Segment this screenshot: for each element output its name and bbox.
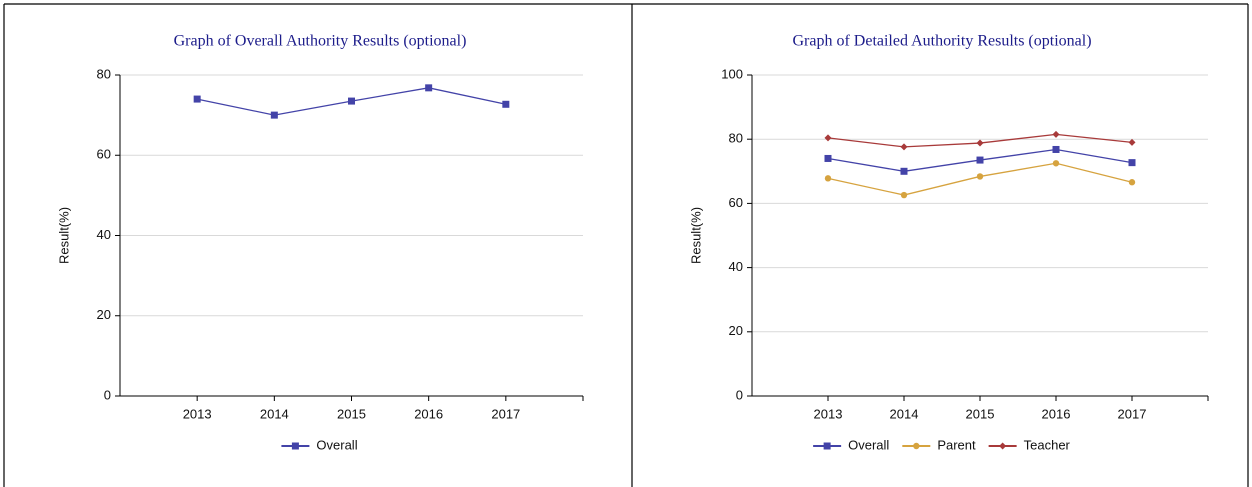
legend-marker bbox=[291, 442, 299, 450]
marker bbox=[900, 167, 908, 175]
chart-title: Graph of Overall Authority Results (opti… bbox=[174, 33, 467, 50]
y-tick-label: 60 bbox=[729, 195, 743, 210]
marker bbox=[1128, 179, 1136, 186]
marker bbox=[976, 139, 984, 147]
legend-marker bbox=[823, 442, 831, 450]
marker bbox=[1052, 130, 1060, 138]
x-tick-label: 2014 bbox=[260, 406, 289, 421]
y-tick-label: 0 bbox=[736, 387, 743, 402]
legend-label: Parent bbox=[937, 437, 976, 452]
marker bbox=[900, 191, 908, 199]
marker bbox=[348, 97, 355, 105]
x-tick-label: 2015 bbox=[337, 406, 366, 421]
y-tick-label: 20 bbox=[97, 307, 111, 322]
chart-title: Graph of Detailed Authority Results (opt… bbox=[792, 33, 1091, 50]
y-tick-label: 80 bbox=[729, 131, 743, 146]
marker bbox=[900, 143, 908, 151]
y-tick-label: 80 bbox=[97, 66, 111, 81]
y-axis-label: Result(%) bbox=[688, 207, 703, 264]
x-tick-label: 2013 bbox=[183, 406, 212, 421]
marker bbox=[824, 134, 832, 142]
marker bbox=[270, 111, 278, 119]
marker bbox=[976, 173, 984, 180]
x-tick-label: 2016 bbox=[1042, 406, 1071, 421]
y-tick-label: 40 bbox=[729, 259, 743, 274]
legend-marker bbox=[913, 442, 920, 450]
marker bbox=[425, 84, 433, 92]
legend-marker bbox=[999, 442, 1007, 450]
y-tick-label: 40 bbox=[97, 227, 111, 242]
marker bbox=[1052, 145, 1060, 153]
marker bbox=[1128, 159, 1136, 167]
y-axis-label: Result(%) bbox=[56, 207, 71, 264]
y-tick-label: 100 bbox=[721, 66, 743, 81]
x-tick-label: 2015 bbox=[966, 406, 995, 421]
marker bbox=[193, 95, 201, 103]
x-tick-label: 2016 bbox=[414, 406, 443, 421]
x-tick-label: 2014 bbox=[890, 406, 919, 421]
y-tick-label: 0 bbox=[104, 387, 111, 402]
marker bbox=[1052, 160, 1060, 167]
y-tick-label: 60 bbox=[97, 147, 111, 162]
x-tick-label: 2017 bbox=[1118, 406, 1147, 421]
legend-label: Overall bbox=[316, 437, 357, 452]
legend-label: Teacher bbox=[1024, 437, 1071, 452]
marker bbox=[1128, 138, 1136, 146]
x-tick-label: 2017 bbox=[491, 406, 520, 421]
marker bbox=[502, 100, 510, 108]
marker bbox=[976, 156, 984, 164]
marker bbox=[824, 154, 832, 162]
y-tick-label: 20 bbox=[729, 323, 743, 338]
legend-label: Overall bbox=[848, 437, 889, 452]
x-tick-label: 2013 bbox=[814, 406, 843, 421]
marker bbox=[824, 175, 832, 182]
